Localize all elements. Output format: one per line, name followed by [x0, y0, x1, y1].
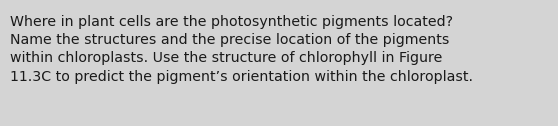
Text: Where in plant cells are the photosynthetic pigments located?
Name the structure: Where in plant cells are the photosynthe… — [10, 15, 473, 84]
